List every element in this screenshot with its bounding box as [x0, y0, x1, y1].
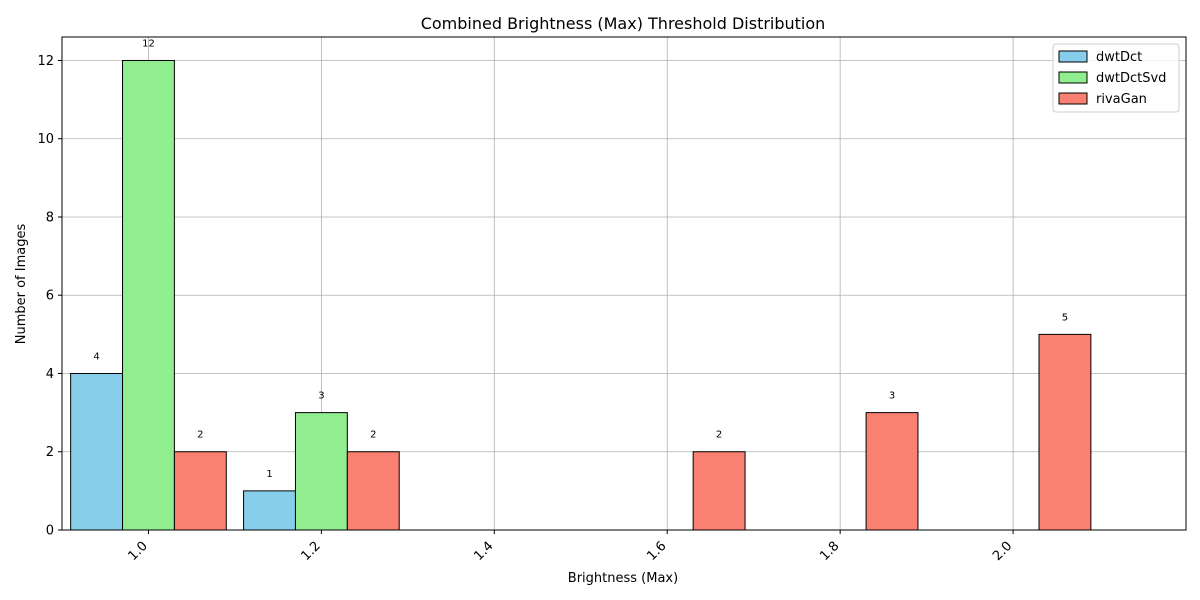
legend-swatch-dwtDct: [1058, 50, 1088, 63]
x-tick-label: 1.0: [126, 539, 151, 564]
bar-dwtDct: [70, 372, 124, 531]
bar-dwtDctSvd: [122, 59, 175, 531]
y-tick-label: 2: [46, 445, 54, 460]
bar-value-label: 12: [142, 38, 155, 49]
x-tick-label: 1.4: [471, 539, 496, 564]
bar-dwtDctSvd: [294, 412, 348, 531]
x-tick-label: 1.8: [817, 539, 842, 564]
bar-value-label: 3: [889, 391, 895, 402]
x-tick-label: 2.0: [990, 539, 1015, 564]
legend: dwtDct dwtDctSvd rivaGan: [1052, 43, 1180, 113]
bar-rivaGan: [692, 451, 746, 531]
y-tick-label: 4: [46, 367, 54, 382]
bars: [70, 59, 1092, 531]
y-tick-label: 0: [46, 524, 54, 539]
bar-value-label: 4: [93, 351, 99, 362]
y-axis-label: Number of Images: [14, 224, 29, 345]
bar-rivaGan: [173, 451, 227, 531]
bar-value-label: 2: [370, 430, 376, 441]
y-tick-label: 10: [37, 132, 54, 147]
legend-label-dwtDctSvd: dwtDctSvd: [1096, 71, 1166, 86]
x-axis: 1.0 1.2 1.4 1.6 1.8 2.0: [126, 530, 1015, 564]
legend-swatch-dwtDctSvd: [1058, 71, 1088, 84]
bar-value-label: 5: [1062, 312, 1068, 323]
bar-value-label: 2: [197, 430, 203, 441]
bar-value-label: 1: [266, 469, 272, 480]
bar-rivaGan: [865, 412, 919, 531]
plot-frame: [61, 36, 1187, 531]
x-tick-label: 1.6: [644, 539, 669, 564]
y-tick-label: 12: [37, 54, 54, 69]
grid: [62, 37, 1186, 531]
y-tick-label: 6: [46, 289, 54, 304]
bar-rivaGan: [346, 451, 400, 531]
y-axis: 0 2 4 6 8 10 12: [37, 54, 62, 539]
x-axis-label: Brightness (Max): [568, 571, 678, 586]
legend-label-dwtDct: dwtDct: [1096, 50, 1142, 65]
bar-dwtDct: [243, 490, 296, 531]
data-labels: 4 12 2 1 3 2 2 3 5: [93, 38, 1068, 479]
bar-value-label: 3: [318, 391, 324, 402]
legend-label-rivaGan: rivaGan: [1096, 92, 1147, 107]
y-tick-label: 8: [46, 210, 54, 225]
x-tick-label: 1.2: [298, 539, 323, 564]
bar-rivaGan: [1038, 333, 1092, 531]
bar-value-label: 2: [716, 430, 722, 441]
legend-swatch-rivaGan: [1058, 92, 1088, 105]
chart-title: Combined Brightness (Max) Threshold Dist…: [421, 14, 826, 33]
